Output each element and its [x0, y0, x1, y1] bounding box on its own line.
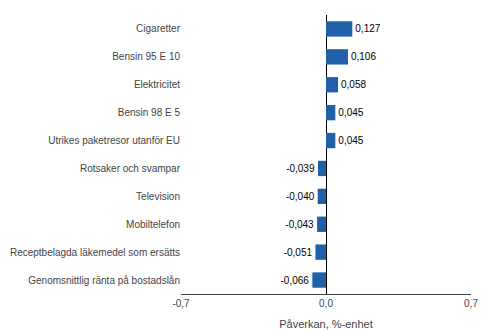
svg-text:0,045: 0,045 — [338, 135, 363, 146]
svg-text:0,7: 0,7 — [464, 298, 478, 309]
svg-text:Genomsnittlig ränta på bostads: Genomsnittlig ränta på bostadslån — [28, 275, 180, 286]
svg-text:Påverkan, %-enhet: Påverkan, %-enhet — [279, 318, 373, 330]
svg-text:-0,051: -0,051 — [284, 247, 313, 258]
svg-text:Television: Television — [136, 191, 180, 202]
svg-text:Bensin 98 E 5: Bensin 98 E 5 — [118, 107, 181, 118]
svg-text:0,058: 0,058 — [341, 79, 366, 90]
svg-text:Bensin 95 E 10: Bensin 95 E 10 — [112, 51, 180, 62]
svg-text:-0,043: -0,043 — [285, 219, 314, 230]
svg-text:0,045: 0,045 — [338, 107, 363, 118]
svg-text:-0,039: -0,039 — [286, 163, 315, 174]
svg-text:0,0: 0,0 — [319, 298, 333, 309]
svg-text:Mobiltelefon: Mobiltelefon — [126, 219, 180, 230]
svg-text:-0,7: -0,7 — [172, 298, 190, 309]
svg-text:Rotsaker och svampar: Rotsaker och svampar — [80, 163, 181, 174]
svg-text:0,106: 0,106 — [351, 51, 376, 62]
svg-text:Utrikes paketresor utanför EU: Utrikes paketresor utanför EU — [48, 135, 180, 146]
svg-text:0,127: 0,127 — [355, 23, 380, 34]
svg-text:Elektricitet: Elektricitet — [134, 79, 180, 90]
svg-text:-0,040: -0,040 — [286, 191, 315, 202]
svg-text:Cigaretter: Cigaretter — [136, 23, 181, 34]
svg-text:-0,066: -0,066 — [281, 275, 310, 286]
svg-text:Receptbelagda läkemedel som er: Receptbelagda läkemedel som ersätts — [10, 247, 180, 258]
